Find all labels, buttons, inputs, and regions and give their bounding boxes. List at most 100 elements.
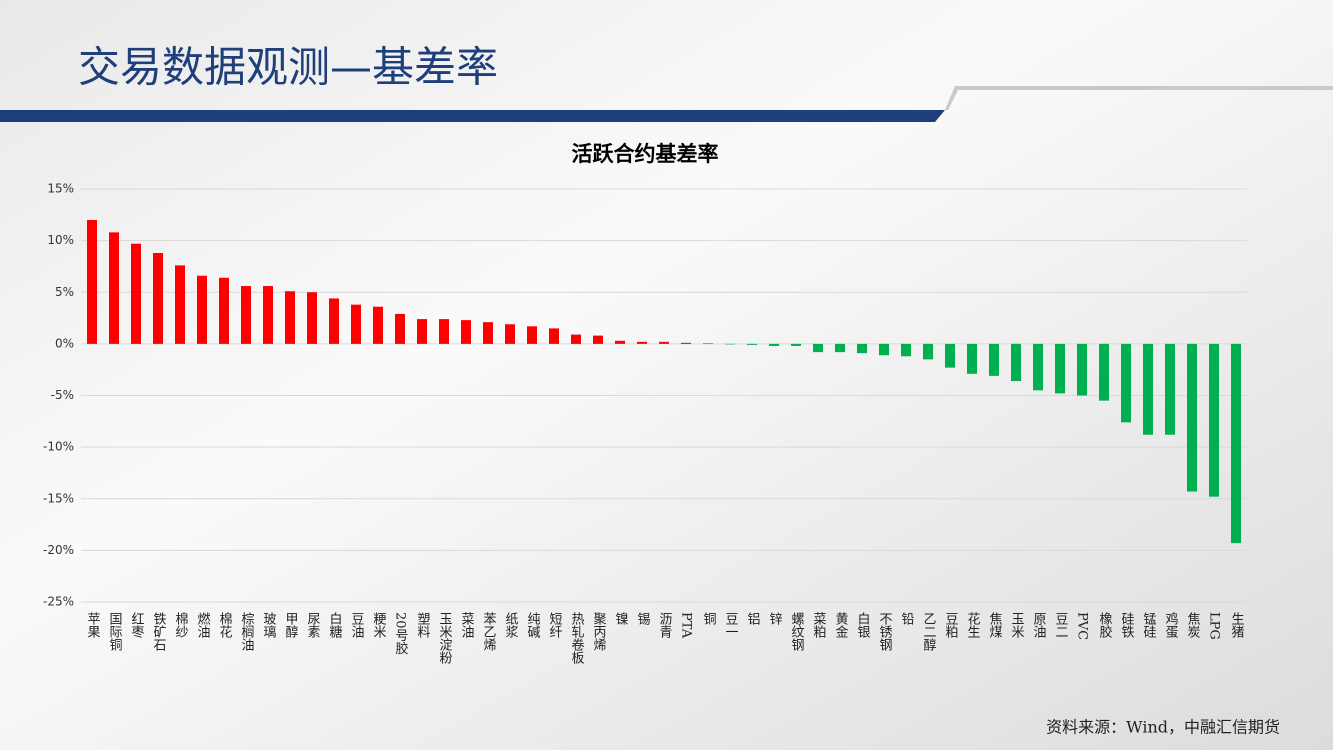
x-tick-label: 菜粕: [811, 612, 827, 638]
bar: [1165, 343, 1175, 435]
bar: [373, 306, 383, 344]
bar: [637, 341, 647, 344]
page-title: 交易数据观测—基差率: [78, 43, 498, 92]
x-tick-label: PVC: [1075, 612, 1090, 640]
bar: [1209, 343, 1219, 497]
y-tick-label: 0%: [55, 336, 74, 350]
x-tick-label: 苯乙烯: [481, 612, 497, 651]
x-tick-label: 豆粕: [943, 612, 959, 638]
x-tick-label: LPG: [1207, 612, 1222, 640]
x-tick-label: 国际铜: [107, 612, 123, 651]
x-tick-label: 甲醇: [283, 612, 299, 638]
source-note: 资料来源：Wind，中融汇信期货: [1046, 718, 1280, 737]
x-tick-label: 棉纱: [173, 612, 189, 638]
x-tick-label: 不锈钢: [877, 612, 893, 652]
bar: [945, 343, 955, 368]
x-tick-label: 玻璃: [261, 612, 277, 638]
x-tick-label: 焦炭: [1185, 612, 1201, 639]
bar: [615, 340, 625, 344]
x-tick-label: 聚丙烯: [591, 612, 607, 651]
bar: [87, 219, 97, 344]
x-tick-label: 铅: [899, 612, 915, 625]
chart-title: 活跃合约基差率: [572, 142, 719, 166]
bar: [901, 343, 911, 357]
bar: [703, 343, 713, 344]
x-tick-label: 豆一: [723, 612, 739, 638]
bar: [351, 304, 361, 344]
x-tick-label: 纯碱: [525, 612, 541, 638]
y-tick-label: -10%: [43, 440, 74, 454]
x-tick-label: 沥青: [657, 612, 673, 638]
x-tick-label: 燃油: [195, 611, 211, 638]
header-band-accent: [945, 86, 1333, 110]
y-tick-label: 10%: [47, 233, 74, 247]
bar: [505, 324, 515, 344]
bar: [197, 275, 207, 344]
bar: [879, 343, 889, 356]
x-tick-label: 镍: [613, 612, 629, 625]
x-tick-label: 豆油: [349, 612, 365, 638]
y-tick-label: -5%: [51, 388, 74, 402]
x-tick-label: 棉花: [217, 612, 233, 639]
bar: [439, 319, 449, 344]
bar: [219, 277, 229, 344]
y-tick-label: 5%: [55, 285, 74, 299]
x-tick-label: 20号胶: [393, 612, 409, 656]
bar: [1077, 343, 1087, 396]
bar: [769, 343, 779, 346]
x-tick-label: 焦煤: [987, 612, 1003, 638]
bar: [109, 232, 119, 344]
y-tick-label: -25%: [43, 595, 74, 609]
bar: [395, 313, 405, 344]
bar: [1187, 343, 1197, 492]
x-tick-label: 粳米: [371, 612, 387, 638]
y-tick-label: -15%: [43, 491, 74, 505]
x-tick-label: 棕榈油: [239, 612, 255, 651]
bar: [175, 265, 185, 344]
x-tick-label: 橡胶: [1097, 612, 1113, 639]
bar: [571, 334, 581, 344]
x-tick-label: 短纤: [547, 612, 563, 638]
bar: [593, 335, 603, 344]
bar: [967, 343, 977, 374]
bar: [681, 342, 691, 344]
bar: [1231, 343, 1241, 544]
bar: [1099, 343, 1109, 401]
x-tick-label: 玉米淀粉: [437, 612, 453, 664]
x-tick-label: 锡: [635, 612, 651, 625]
bar: [285, 291, 295, 344]
x-tick-label: 菜油: [459, 612, 475, 638]
bar: [923, 343, 933, 360]
x-tick-label: PTA: [679, 612, 694, 639]
bar: [813, 343, 823, 353]
x-tick-label: 锌: [767, 612, 783, 625]
bar: [725, 343, 735, 345]
x-tick-label: 铁矿石: [151, 612, 167, 651]
bar: [241, 286, 251, 344]
x-tick-label: 白银: [855, 611, 871, 638]
bar: [857, 343, 867, 354]
x-tick-label: 花生: [965, 611, 981, 638]
x-tick-label: 尿素: [305, 612, 321, 638]
y-tick-label: -20%: [43, 543, 74, 557]
bar: [131, 243, 141, 344]
bar: [1055, 343, 1065, 394]
x-tick-label: 铜: [701, 612, 717, 625]
x-tick-label: 热轧卷板: [569, 612, 585, 665]
x-tick-label: 苹果: [85, 612, 101, 638]
x-tick-label: 原油: [1031, 612, 1047, 638]
x-tick-label: 铝: [745, 612, 761, 625]
x-tick-label: 乙二醇: [921, 612, 937, 651]
bar: [483, 322, 493, 344]
x-tick-label: 螺纹钢: [789, 612, 805, 652]
x-tick-label: 生猪: [1229, 612, 1245, 638]
bar: [747, 343, 757, 345]
x-tick-label: 黄金: [833, 612, 849, 638]
plot: -25%-20%-15%-10%-5%0%5%10%15%苹果 国际铜 红枣 铁矿石棉…: [43, 182, 1247, 665]
x-tick-label: 塑料: [415, 612, 431, 638]
bar: [417, 319, 427, 344]
bar: [659, 341, 669, 344]
x-tick-label: 红枣: [129, 611, 145, 638]
bar: [527, 326, 537, 344]
